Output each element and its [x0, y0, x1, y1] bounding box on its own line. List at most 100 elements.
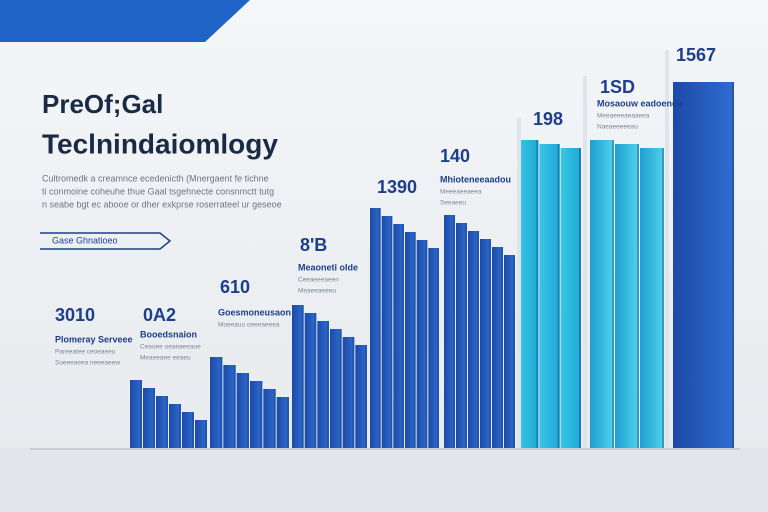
bar-slice [504, 255, 515, 448]
callout-value: 140 [440, 146, 470, 166]
callout-value: 610 [220, 277, 250, 297]
bars [130, 82, 734, 448]
callout-value: 1567 [676, 45, 716, 65]
bar-slice [444, 215, 455, 448]
bar-slice [560, 148, 581, 448]
description-line: Cultromedk a creamnce ecedenicth (Mnerga… [42, 173, 269, 183]
callout-subline: Seeaeeu [440, 200, 466, 207]
bar-slice [480, 239, 491, 448]
callout-label: Plomeray Serveee [55, 334, 133, 344]
bar-slice [195, 420, 207, 448]
bar-slice [276, 397, 289, 448]
bar-slice [292, 305, 304, 448]
callout-label: Booedsnaion [140, 329, 197, 339]
bar-slice-edge [413, 232, 416, 448]
callout-subline: Meaeeaee eeaeu [140, 355, 191, 362]
bar-slice-edge [662, 148, 664, 448]
bar-slice-edge [352, 337, 355, 448]
bar-slice-edge [287, 397, 289, 448]
floor [0, 448, 768, 512]
bar-slice [393, 224, 404, 448]
corner-band [0, 0, 250, 42]
bar-slice-edge [153, 388, 155, 448]
callout-label: Goesmoneusaon [218, 307, 291, 317]
bar-slice-edge [140, 380, 142, 448]
callout-subline: Pareeatee ceoeaeeu [55, 349, 116, 356]
title-line: Teclnindaiomlogy [42, 128, 278, 159]
bar-slice [416, 240, 428, 448]
bar-slice [370, 208, 381, 448]
bar-slice [468, 231, 479, 448]
callout-subline: Naeaeeeeeau [597, 124, 638, 131]
bar-slice [236, 373, 249, 448]
bar-slice [342, 337, 355, 448]
bar-slice-edge [314, 313, 317, 448]
bar-slice-edge [205, 420, 207, 448]
button-frame[interactable] [40, 232, 172, 250]
bar-slice-edge [489, 239, 491, 448]
bar-slice [169, 404, 181, 448]
bar-slice-edge [260, 381, 263, 448]
bar-slice [263, 389, 276, 448]
bar-slice [250, 381, 263, 448]
bar-slice [428, 248, 439, 448]
callout-label: Mosaouw eadoeneu [597, 98, 683, 108]
bar-slice [317, 321, 329, 448]
callout-value: 1SD [600, 77, 635, 97]
bar-slice [210, 357, 223, 448]
callout-subline: Soeeeaeea neeeaeew [55, 360, 120, 367]
bar-slice [156, 396, 168, 448]
bar-slice [143, 388, 155, 448]
bar-slice-edge [179, 404, 181, 448]
callout-label: Mhioteneeaadou [440, 174, 511, 184]
bar-slice-edge [612, 140, 614, 448]
bar-slice [492, 247, 503, 448]
callout-value: 198 [533, 109, 563, 129]
bar-slice [590, 140, 614, 448]
bar-slice [518, 140, 539, 448]
callout-label: Meaoneti olde [298, 262, 358, 272]
bar-slice-edge [579, 148, 581, 448]
bar-slice-edge [220, 357, 223, 448]
poles [517, 50, 669, 448]
bar-slice [130, 380, 142, 448]
bar-slice-edge [437, 248, 439, 448]
bar-slice [615, 144, 639, 448]
bar-slice [304, 313, 317, 448]
bar-slice-edge [233, 365, 236, 448]
callouts: 3010 Plomeray Serveee Pareeatee ceoeaeeu So… [55, 45, 716, 367]
bar-slice-edge [390, 216, 393, 448]
bar-slice-edge [732, 82, 734, 448]
bar-slice [405, 232, 416, 448]
bar-slice-edge [425, 240, 428, 448]
bar-slice [223, 365, 236, 448]
bar-slice-edge [378, 208, 381, 448]
bar-slice-edge [402, 224, 404, 448]
bar-slice [381, 216, 393, 448]
bar-slice [355, 345, 367, 448]
bar-slice [539, 144, 560, 448]
button-label[interactable]: Gase Ghnatioeo [52, 235, 118, 245]
callout-value: 1390 [377, 177, 417, 197]
callout-subline: Meeeaeeaeea [440, 189, 482, 196]
bar-slice-edge [339, 329, 342, 448]
bar-slice-edge [501, 247, 503, 448]
callout-value: 0A2 [143, 305, 176, 325]
bar-slice-edge [513, 255, 515, 448]
bar-slice-edge [166, 396, 168, 448]
bar-slice-edge [453, 215, 455, 448]
bar-slice-edge [536, 140, 539, 448]
callout-subline: Meaeeaeeeu [298, 288, 336, 295]
bar-slice-edge [247, 373, 249, 448]
bar-slice [640, 148, 664, 448]
description-line: n seabe bgt ec abooe or dher exkprse ros… [42, 199, 282, 209]
bar-slice-edge [477, 231, 479, 448]
callout-subline: Ceeaeeeaeen [298, 277, 339, 284]
bar-slice [456, 223, 467, 448]
title-line: PreOf;Gal [42, 89, 163, 119]
bar-slice [182, 412, 194, 448]
bar-slice [673, 82, 734, 448]
bar-slice-edge [365, 345, 367, 448]
bar-slice-edge [327, 321, 329, 448]
